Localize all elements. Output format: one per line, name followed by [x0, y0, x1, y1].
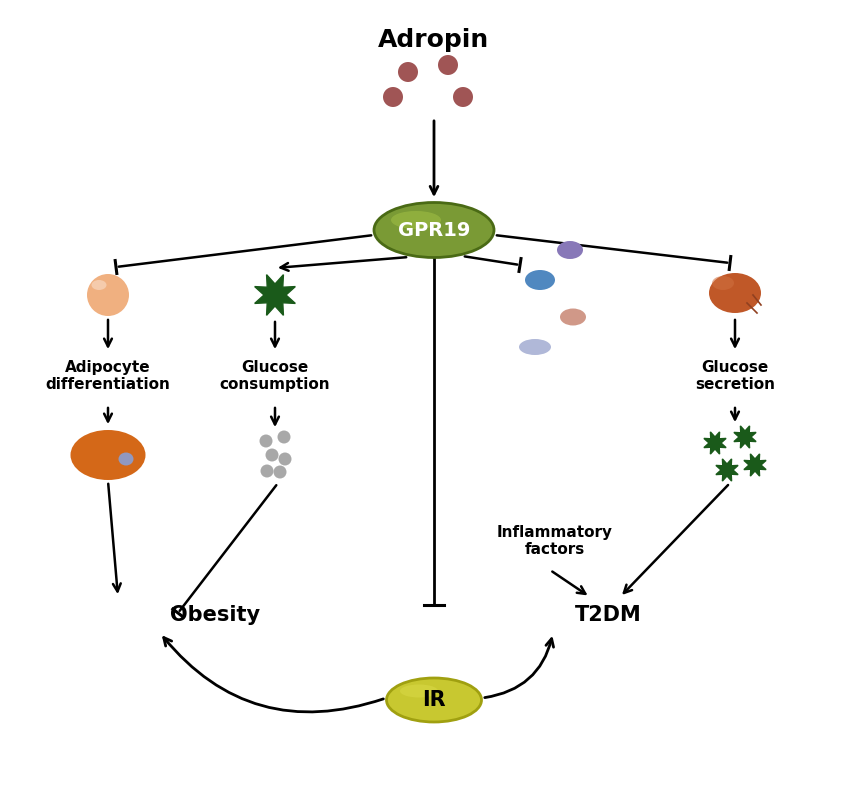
- Ellipse shape: [383, 87, 403, 107]
- Ellipse shape: [70, 430, 146, 480]
- Polygon shape: [716, 459, 738, 481]
- Polygon shape: [733, 426, 756, 448]
- Ellipse shape: [119, 453, 134, 465]
- Text: Adropin: Adropin: [378, 28, 490, 52]
- Text: IR: IR: [422, 690, 446, 710]
- Text: Adipocyte
differentiation: Adipocyte differentiation: [46, 360, 171, 393]
- Ellipse shape: [278, 453, 291, 465]
- FancyArrowPatch shape: [485, 639, 553, 698]
- Ellipse shape: [273, 465, 286, 479]
- Ellipse shape: [400, 684, 438, 698]
- Ellipse shape: [560, 309, 586, 325]
- Ellipse shape: [259, 435, 272, 447]
- Ellipse shape: [277, 431, 290, 443]
- Ellipse shape: [92, 280, 107, 290]
- Ellipse shape: [87, 274, 129, 316]
- Ellipse shape: [387, 678, 481, 722]
- Ellipse shape: [453, 87, 473, 107]
- Ellipse shape: [438, 55, 458, 75]
- Text: T2DM: T2DM: [575, 605, 642, 625]
- Ellipse shape: [260, 465, 273, 477]
- Ellipse shape: [712, 276, 734, 290]
- Polygon shape: [704, 432, 726, 454]
- Ellipse shape: [557, 241, 583, 259]
- Text: GPR19: GPR19: [398, 220, 470, 239]
- Text: Inflammatory
factors: Inflammatory factors: [497, 525, 613, 558]
- Ellipse shape: [391, 211, 441, 229]
- Polygon shape: [744, 454, 766, 476]
- Text: Glucose
secretion: Glucose secretion: [695, 360, 775, 393]
- Ellipse shape: [398, 62, 418, 82]
- Ellipse shape: [525, 270, 555, 290]
- Ellipse shape: [709, 273, 761, 313]
- Polygon shape: [255, 275, 296, 315]
- FancyArrowPatch shape: [164, 638, 383, 712]
- Text: Obesity: Obesity: [170, 605, 260, 625]
- Ellipse shape: [265, 449, 278, 461]
- Ellipse shape: [519, 339, 551, 355]
- Text: Glucose
consumption: Glucose consumption: [219, 360, 330, 393]
- Ellipse shape: [374, 202, 494, 258]
